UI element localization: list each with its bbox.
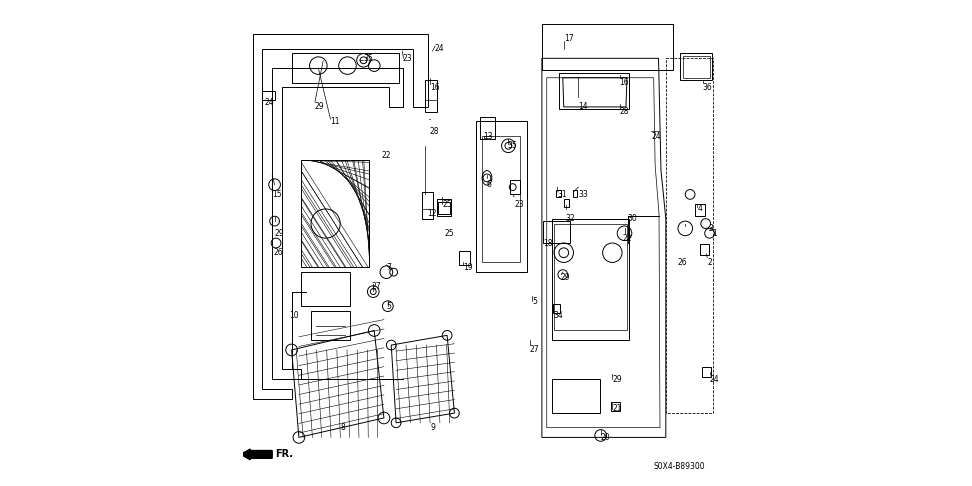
Text: 10: 10 [290, 312, 298, 320]
Text: 30: 30 [627, 214, 637, 223]
Text: 25: 25 [442, 200, 452, 208]
Text: 33: 33 [578, 190, 588, 199]
Text: 4: 4 [698, 205, 703, 213]
Bar [611, 402, 620, 411]
Bar [695, 204, 705, 216]
Bar [702, 367, 712, 377]
Bar [422, 192, 433, 219]
Text: 29: 29 [612, 375, 622, 383]
Text: 24: 24 [710, 375, 719, 383]
Bar [552, 219, 630, 340]
Bar [542, 221, 570, 243]
Text: 28: 28 [430, 127, 438, 136]
Text: 35: 35 [508, 141, 518, 150]
Text: S0X4-B89300: S0X4-B89300 [653, 462, 706, 471]
Text: 28: 28 [620, 107, 629, 116]
Bar [552, 379, 601, 413]
Text: 3: 3 [708, 224, 713, 233]
Text: 2: 2 [708, 258, 712, 267]
Bar [542, 24, 673, 70]
Bar [680, 53, 712, 80]
Text: 24: 24 [651, 132, 661, 140]
Bar [438, 202, 450, 214]
Bar [262, 91, 274, 100]
Text: 9: 9 [430, 423, 435, 432]
Text: 27: 27 [530, 346, 539, 354]
Bar [426, 80, 437, 112]
Bar [554, 224, 627, 330]
Text: 22: 22 [622, 234, 632, 243]
Text: 32: 32 [566, 214, 575, 223]
Text: 16: 16 [430, 83, 439, 92]
Bar [510, 180, 520, 194]
Text: 29: 29 [561, 273, 571, 281]
Bar [559, 73, 630, 109]
Bar [437, 199, 451, 216]
Text: 24: 24 [264, 98, 274, 106]
Text: 5: 5 [387, 302, 392, 311]
Bar [301, 272, 350, 306]
Text: 12: 12 [428, 209, 437, 218]
Text: 17: 17 [564, 35, 573, 43]
Text: 27: 27 [371, 282, 381, 291]
Bar [700, 244, 709, 255]
FancyArrow shape [241, 449, 272, 460]
Text: 7: 7 [387, 263, 392, 272]
Text: FR.: FR. [276, 450, 294, 459]
Text: 23: 23 [514, 200, 524, 208]
Text: 26: 26 [678, 258, 687, 267]
Text: 22: 22 [381, 151, 391, 160]
Text: 34: 34 [553, 312, 563, 320]
Text: 8: 8 [340, 423, 345, 432]
Bar [573, 190, 577, 197]
Text: 29: 29 [274, 229, 284, 238]
Bar [311, 311, 350, 340]
Text: 21: 21 [612, 404, 622, 413]
Text: 24: 24 [435, 44, 444, 53]
Bar [460, 251, 470, 265]
Text: 16: 16 [620, 78, 629, 87]
Text: 1: 1 [712, 229, 716, 238]
Text: 31: 31 [558, 190, 567, 199]
Text: 6: 6 [487, 180, 492, 189]
Text: 20: 20 [601, 433, 609, 442]
Text: 14: 14 [578, 103, 588, 111]
Bar [553, 304, 560, 313]
Text: 15: 15 [272, 190, 282, 199]
Bar [482, 136, 520, 262]
Bar [564, 199, 569, 207]
Bar [683, 56, 710, 78]
Text: 35: 35 [364, 54, 373, 63]
Text: 36: 36 [703, 83, 712, 92]
Text: 5: 5 [533, 297, 538, 306]
Text: 23: 23 [402, 54, 412, 63]
Bar [301, 160, 369, 267]
Text: 25: 25 [445, 229, 454, 238]
Text: 19: 19 [464, 263, 472, 272]
Bar [292, 53, 399, 83]
Text: 11: 11 [330, 117, 340, 126]
Text: 26: 26 [273, 248, 283, 257]
Bar [480, 117, 495, 139]
Text: 13: 13 [484, 132, 493, 140]
Text: 29: 29 [315, 103, 325, 111]
Bar [557, 190, 562, 197]
Text: 18: 18 [543, 239, 553, 247]
